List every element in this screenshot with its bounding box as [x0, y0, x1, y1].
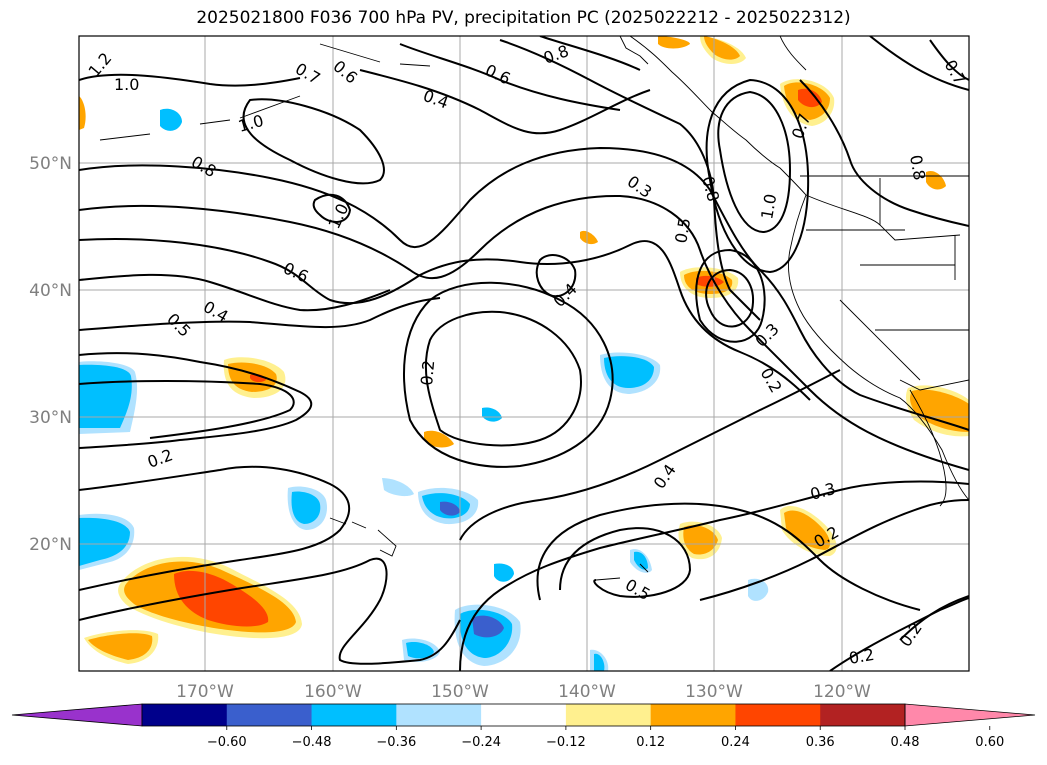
colorbar-tick-label: 0.24 [721, 735, 750, 750]
lon-label: 150°W [431, 682, 489, 702]
colorbar-tick-label: 0.60 [975, 735, 1004, 750]
colorbar-swatch [226, 704, 313, 726]
colorbar-extend-low [11, 703, 143, 727]
lon-label: 130°W [685, 682, 743, 702]
colorbar-tick-label: −0.60 [207, 735, 247, 750]
contour-label: 0.5 [671, 216, 694, 244]
colorbar-swatch [820, 704, 906, 726]
lat-label: 30°N [29, 408, 72, 428]
colorbar-tick-label: −0.36 [376, 735, 416, 750]
map-title: 2025021800 F036 700 hPa PV, precipitatio… [196, 8, 851, 28]
colorbar-swatch [650, 704, 736, 726]
lon-label: 140°W [558, 682, 616, 702]
coastlines [99, 36, 969, 581]
plot-background [79, 36, 969, 671]
plot-frame [78, 35, 970, 672]
contour-label: 1.0 [757, 192, 780, 220]
colorbar-extend-high [904, 703, 1036, 727]
lat-label: 50°N [29, 154, 72, 174]
contour-label: 0.2 [417, 359, 438, 386]
colorbar-swatch [311, 704, 397, 726]
colorbar-tick-label: −0.12 [546, 735, 586, 750]
colorbar-swatch [481, 704, 567, 726]
colorbar-swatch [735, 704, 821, 726]
colorbar-swatch [142, 704, 228, 726]
colorbar-tick-label: −0.48 [292, 735, 332, 750]
contour-label: 0.8 [906, 153, 929, 181]
colorbar-swatch [396, 704, 482, 726]
pv-contours [79, 36, 969, 671]
colorbar-swatch [565, 704, 652, 726]
lon-label: 160°W [304, 682, 362, 702]
lat-label: 20°N [29, 535, 72, 555]
colorbar-tick-label: 0.36 [806, 735, 835, 750]
colorbar: −0.60 −0.48 −0.36 −0.24 −0.12 0.12 0.24 0.36 0.4… [11, 703, 1036, 750]
lon-label: 170°W [176, 682, 234, 702]
contour-label: 1.0 [114, 75, 139, 94]
colorbar-frame [141, 703, 906, 727]
colorbar-tick-label: −0.24 [461, 735, 501, 750]
contour-label: 0.2 [847, 645, 875, 668]
colorbar-tick-label: 0.12 [636, 735, 665, 750]
colorbar-tick-label: 0.48 [891, 735, 920, 750]
lat-label: 40°N [29, 281, 72, 301]
lon-label: 120°W [813, 682, 871, 702]
